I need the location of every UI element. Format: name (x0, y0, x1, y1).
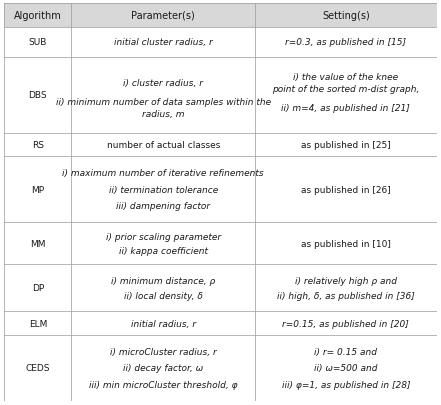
Bar (4, 28, 437, 58)
Text: ii) decay factor, ω: ii) decay factor, ω (123, 364, 203, 373)
Text: ii) minimum number of data samples within the
radius, m: ii) minimum number of data samples withi… (56, 98, 271, 119)
Text: iii) φ=1, as published in [28]: iii) φ=1, as published in [28] (282, 380, 410, 389)
Bar (4, 58, 437, 133)
Text: as published in [10]: as published in [10] (301, 239, 391, 248)
Text: iii) dampening factor: iii) dampening factor (116, 202, 210, 211)
Text: DP: DP (32, 284, 44, 293)
Bar (4, 222, 437, 265)
Text: i) prior scaling parameter: i) prior scaling parameter (106, 232, 221, 241)
Bar (4, 265, 437, 312)
Text: as published in [25]: as published in [25] (301, 141, 391, 149)
Text: DBS: DBS (29, 91, 47, 100)
Text: i) relatively high ρ and: i) relatively high ρ and (295, 276, 397, 285)
Text: Parameter(s): Parameter(s) (131, 11, 195, 21)
Bar (4, 157, 437, 222)
Text: RS: RS (32, 141, 44, 149)
Text: initial radius, r: initial radius, r (131, 319, 196, 328)
Text: CEDS: CEDS (26, 364, 50, 373)
Text: Setting(s): Setting(s) (322, 11, 370, 21)
Text: ii) kappa coefficient: ii) kappa coefficient (119, 246, 208, 255)
Text: i) microCluster radius, r: i) microCluster radius, r (110, 347, 217, 356)
Bar (4, 133, 437, 157)
Text: i) maximum number of iterative refinements: i) maximum number of iterative refinemen… (63, 168, 264, 178)
Bar (4, 312, 437, 335)
Text: ii) termination tolerance: ii) termination tolerance (108, 185, 218, 194)
Text: ii) ω=500 and: ii) ω=500 and (314, 364, 377, 373)
Text: ii) high, δ, as published in [36]: ii) high, δ, as published in [36] (277, 292, 415, 301)
Text: SUB: SUB (29, 38, 47, 47)
Text: ii) local density, δ: ii) local density, δ (124, 292, 203, 301)
Text: ii) m=4, as published in [21]: ii) m=4, as published in [21] (281, 104, 410, 113)
Text: i) cluster radius, r: i) cluster radius, r (123, 79, 203, 87)
Text: as published in [26]: as published in [26] (301, 185, 391, 194)
Bar (4, 4, 437, 28)
Text: i) minimum distance, ρ: i) minimum distance, ρ (111, 276, 215, 285)
Text: r=0.15, as published in [20]: r=0.15, as published in [20] (282, 319, 409, 328)
Text: iii) min microCluster threshold, φ: iii) min microCluster threshold, φ (89, 380, 238, 389)
Text: i) r= 0.15 and: i) r= 0.15 and (314, 347, 377, 356)
Text: MM: MM (30, 239, 46, 248)
Text: initial cluster radius, r: initial cluster radius, r (114, 38, 213, 47)
Text: Algorithm: Algorithm (14, 11, 62, 21)
Text: r=0.3, as published in [15]: r=0.3, as published in [15] (285, 38, 406, 47)
Bar (4, 335, 437, 401)
Text: i) the value of the knee
point of the sorted m-dist graph,: i) the value of the knee point of the so… (272, 72, 419, 94)
Text: number of actual classes: number of actual classes (107, 141, 220, 149)
Text: ELM: ELM (29, 319, 47, 328)
Text: MP: MP (31, 185, 45, 194)
